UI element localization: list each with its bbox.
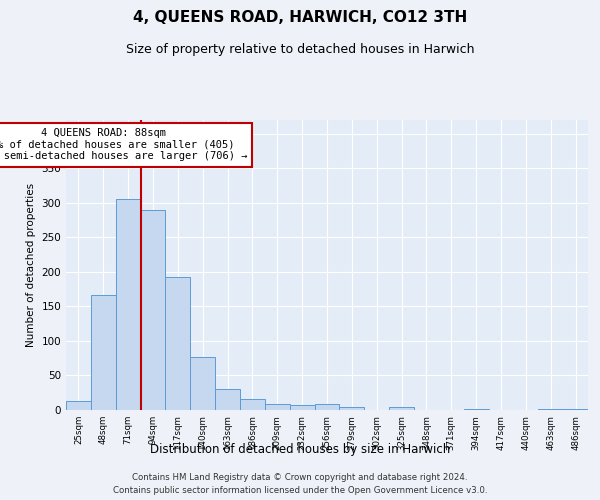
- Bar: [66, 401, 91, 410]
- Bar: [389, 407, 414, 410]
- Bar: [91, 296, 116, 410]
- Bar: [240, 399, 265, 410]
- Bar: [340, 406, 364, 410]
- Bar: [166, 278, 190, 410]
- Bar: [215, 388, 240, 410]
- Bar: [464, 408, 488, 410]
- Text: Size of property relative to detached houses in Harwich: Size of property relative to detached ho…: [126, 42, 474, 56]
- Bar: [538, 408, 563, 410]
- Bar: [190, 357, 215, 410]
- Text: Distribution of detached houses by size in Harwich: Distribution of detached houses by size …: [150, 442, 450, 456]
- Bar: [314, 404, 340, 410]
- Y-axis label: Number of detached properties: Number of detached properties: [26, 183, 36, 347]
- Text: 4 QUEENS ROAD: 88sqm
← 36% of detached houses are smaller (405)
63% of semi-deta: 4 QUEENS ROAD: 88sqm ← 36% of detached h…: [0, 128, 247, 162]
- Bar: [265, 404, 290, 410]
- Bar: [140, 210, 166, 410]
- Text: Contains HM Land Registry data © Crown copyright and database right 2024.: Contains HM Land Registry data © Crown c…: [132, 472, 468, 482]
- Bar: [563, 408, 588, 410]
- Bar: [290, 405, 314, 410]
- Text: 4, QUEENS ROAD, HARWICH, CO12 3TH: 4, QUEENS ROAD, HARWICH, CO12 3TH: [133, 10, 467, 25]
- Bar: [116, 200, 140, 410]
- Text: Contains public sector information licensed under the Open Government Licence v3: Contains public sector information licen…: [113, 486, 487, 495]
